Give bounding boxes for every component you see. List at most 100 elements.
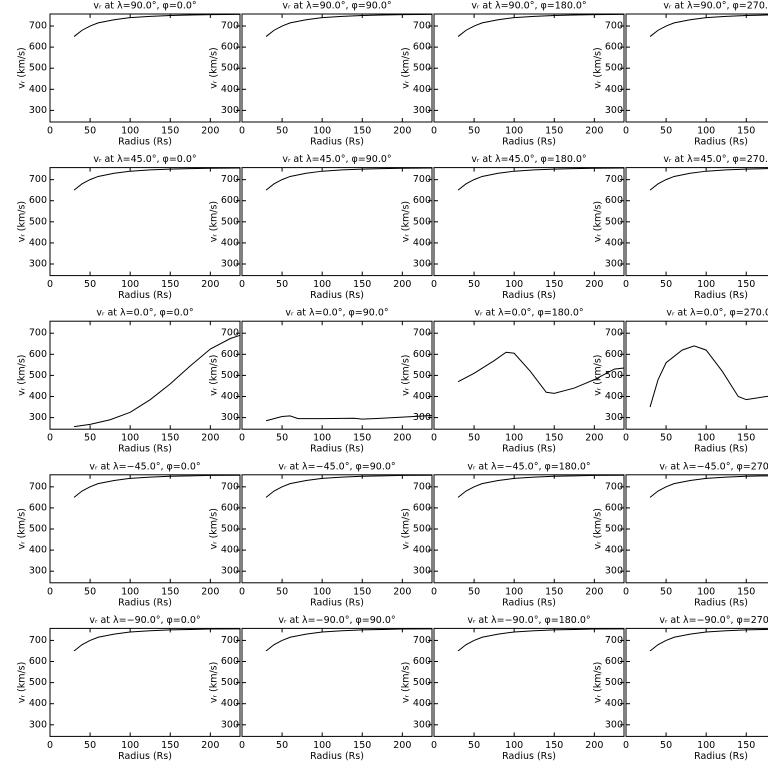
panel-title: vᵣ at λ=−45.0°, φ=270.0° <box>659 461 768 472</box>
data-line <box>649 475 768 498</box>
y-axis-label: vᵣ (km/s) <box>401 354 412 395</box>
y-tick-label: 300 <box>413 719 431 730</box>
y-tick-label: 400 <box>29 391 47 402</box>
y-tick-label: 300 <box>605 719 623 730</box>
y-tick-label: 300 <box>605 105 623 116</box>
x-tick-label: 50 <box>84 586 96 597</box>
y-tick-label: 300 <box>605 258 623 269</box>
x-tick-label: 200 <box>585 279 603 290</box>
panel-title: vᵣ at λ=45.0°, φ=180.0° <box>471 154 586 165</box>
data-line <box>265 474 433 498</box>
x-axis-label: Radius (Rs) <box>310 290 364 301</box>
x-tick-label: 150 <box>353 740 371 751</box>
x-tick-label: 50 <box>660 586 672 597</box>
x-tick-label: 50 <box>276 433 288 444</box>
panel: vᵣ at λ=90.0°, φ=90.0°0 50 100 150 200300400… <box>209 1 433 148</box>
x-tick-label: 100 <box>313 586 331 597</box>
y-tick-label: 400 <box>605 545 623 556</box>
y-tick-label: 700 <box>29 174 47 185</box>
x-tick-label: 0 <box>47 433 53 444</box>
y-tick-label: 300 <box>29 566 47 577</box>
y-tick-label: 300 <box>413 412 431 423</box>
x-tick-label: 100 <box>697 433 715 444</box>
y-tick-label: 500 <box>605 677 623 688</box>
y-tick-label: 500 <box>29 216 47 227</box>
y-axis-label: vᵣ (km/s) <box>209 508 220 549</box>
x-tick-label: 0 <box>431 740 437 751</box>
y-tick-label: 700 <box>221 635 239 646</box>
y-tick-label: 500 <box>29 524 47 535</box>
y-tick-label: 600 <box>29 502 47 513</box>
y-tick-label: 400 <box>221 545 239 556</box>
y-tick-label: 700 <box>29 21 47 32</box>
plot-frame <box>625 167 768 277</box>
data-line <box>649 628 768 652</box>
y-axis-label: vᵣ (km/s) <box>17 201 28 242</box>
panel: vᵣ at λ=90.0°, φ=270.0°05010015020030040… <box>593 1 768 148</box>
y-tick-label: 600 <box>29 656 47 667</box>
x-axis-label: Radius (Rs) <box>118 597 172 608</box>
x-axis-label: Radius (Rs) <box>118 751 172 762</box>
y-axis-label: vᵣ (km/s) <box>209 354 220 395</box>
x-tick-label: 0 <box>623 279 629 290</box>
x-tick-label: 150 <box>161 740 179 751</box>
x-tick-label: 200 <box>585 433 603 444</box>
y-tick-label: 700 <box>413 21 431 32</box>
panel: vᵣ at λ=90.0°, φ=0.0°0 50 100 150 2003004005… <box>17 1 241 148</box>
y-tick-label: 400 <box>221 698 239 709</box>
x-axis-label: Radius (Rs) <box>310 751 364 762</box>
y-tick-label: 400 <box>605 84 623 95</box>
y-tick-label: 300 <box>221 719 239 730</box>
y-tick-label: 400 <box>605 391 623 402</box>
x-tick-label: 100 <box>505 740 523 751</box>
y-axis-label: vᵣ (km/s) <box>593 201 604 242</box>
x-axis-label: Radius (Rs) <box>310 137 364 148</box>
x-axis-label: Radius (Rs) <box>694 444 748 455</box>
y-tick-label: 400 <box>413 84 431 95</box>
x-tick-label: 50 <box>468 433 480 444</box>
panel: vᵣ at λ=45.0°, φ=90.0°0 50 100 150 200300400… <box>209 154 433 301</box>
y-tick-label: 300 <box>221 258 239 269</box>
x-tick-label: 150 <box>545 126 563 137</box>
x-tick-label: 50 <box>468 126 480 137</box>
panel-title: vᵣ at λ=−90.0°, φ=270.0° <box>659 615 768 626</box>
panel: vᵣ at λ=45.0°, φ=270.0°05010015020030040… <box>593 154 768 301</box>
y-tick-label: 400 <box>29 84 47 95</box>
y-tick-label: 600 <box>413 349 431 360</box>
y-tick-label: 600 <box>29 42 47 53</box>
x-tick-label: 50 <box>276 740 288 751</box>
panel: vᵣ at λ=−90.0°, φ=90.0°0 50 100 150 20030040… <box>209 615 433 762</box>
y-axis-label: vᵣ (km/s) <box>593 508 604 549</box>
y-axis-label: vᵣ (km/s) <box>593 47 604 88</box>
x-tick-label: 150 <box>545 279 563 290</box>
panel-title: vᵣ at λ=90.0°, φ=270.0° <box>663 1 768 12</box>
y-tick-label: 600 <box>29 349 47 360</box>
y-tick-label: 600 <box>605 502 623 513</box>
y-tick-label: 700 <box>221 21 239 32</box>
y-tick-label: 700 <box>413 481 431 492</box>
panel: vᵣ at λ=0.0°, φ=0.0°0 50 100 150 20030040050… <box>17 308 241 455</box>
x-tick-label: 150 <box>545 433 563 444</box>
y-tick-label: 400 <box>413 391 431 402</box>
y-tick-label: 500 <box>413 677 431 688</box>
y-tick-label: 700 <box>221 481 239 492</box>
x-tick-label: 0 <box>623 586 629 597</box>
y-tick-label: 600 <box>413 656 431 667</box>
y-axis-label: vᵣ (km/s) <box>593 662 604 703</box>
y-axis-label: vᵣ (km/s) <box>17 508 28 549</box>
x-tick-label: 150 <box>737 433 755 444</box>
y-tick-label: 400 <box>221 237 239 248</box>
y-tick-label: 300 <box>29 719 47 730</box>
x-axis-label: Radius (Rs) <box>694 751 748 762</box>
data-line <box>457 351 625 394</box>
y-tick-label: 600 <box>605 42 623 53</box>
panel: vᵣ at λ=0.0°, φ=180.0°0 50 100 150 200300400… <box>401 308 625 455</box>
y-axis-label: vᵣ (km/s) <box>209 47 220 88</box>
x-tick-label: 150 <box>737 740 755 751</box>
x-tick-label: 200 <box>393 740 411 751</box>
x-tick-label: 50 <box>276 279 288 290</box>
panel: vᵣ at λ=−45.0°, φ=0.0°0 50 100 150 200300400… <box>17 461 241 608</box>
y-tick-label: 700 <box>29 481 47 492</box>
x-tick-label: 100 <box>313 126 331 137</box>
y-tick-label: 500 <box>605 370 623 381</box>
